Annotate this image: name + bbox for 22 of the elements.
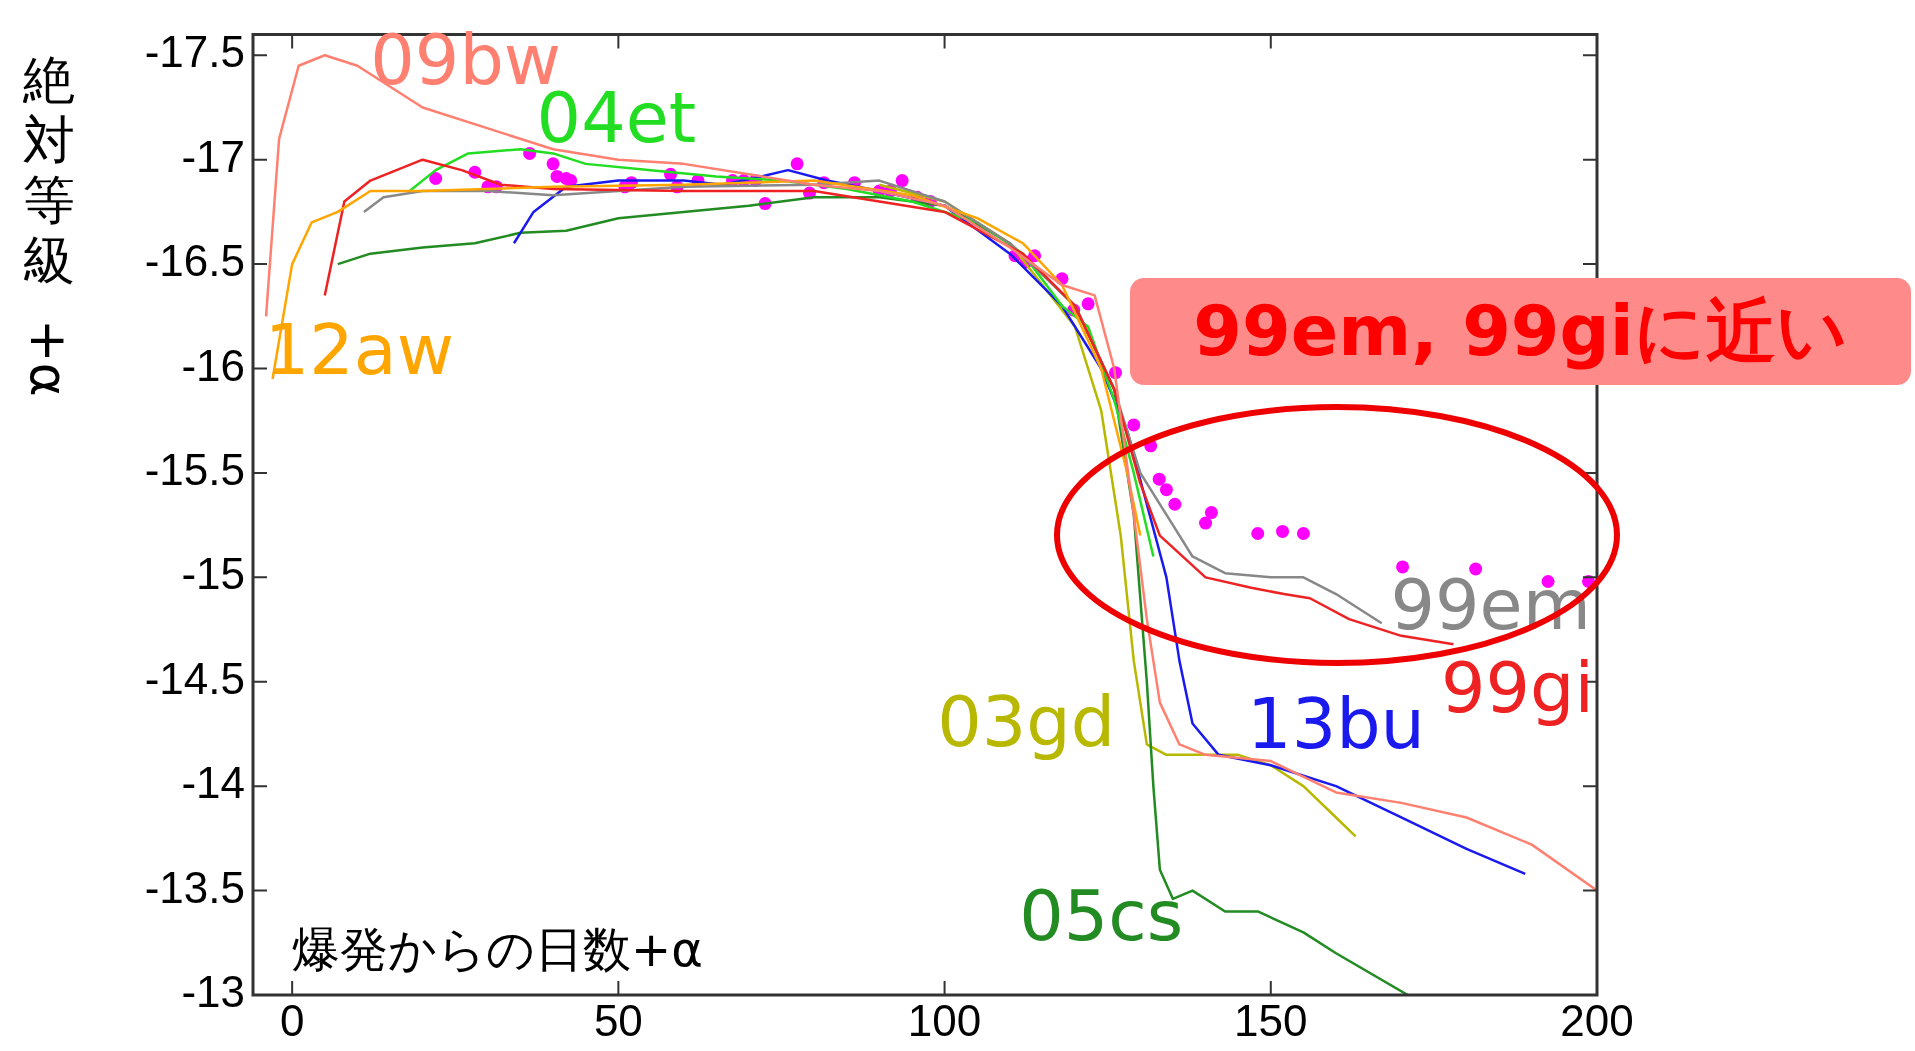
- series-label: 13bu: [1247, 682, 1425, 765]
- y-tick-label: -14.5: [144, 653, 245, 703]
- y-tick-label: -13.5: [144, 862, 245, 912]
- y-tick-label: -16.5: [144, 236, 245, 286]
- y-tick-label: -13: [181, 967, 245, 1017]
- y-tick-label: -15: [181, 549, 245, 599]
- x-tick-label: 0: [279, 995, 305, 1045]
- y-tick-label: -17.5: [144, 27, 245, 77]
- x-tick-label: 200: [1560, 995, 1634, 1045]
- series-label: 05cs: [1019, 875, 1184, 958]
- annotation: 99em, 99giに近い: [1130, 278, 1911, 385]
- y-tick-label: -16: [181, 340, 245, 390]
- x-axis-title: 爆発からの日数+α: [292, 920, 703, 979]
- y-tick-label: -15.5: [144, 445, 245, 495]
- y-axis-title: 絶対等級+α: [18, 50, 80, 397]
- x-tick-label: 50: [593, 995, 643, 1045]
- y-tick-label: -14: [181, 758, 245, 808]
- series-label: 99gi: [1440, 647, 1594, 730]
- series-label: 03gd: [937, 680, 1116, 763]
- y-tick-label: -17: [181, 131, 245, 181]
- x-tick-label: 100: [907, 995, 982, 1045]
- x-tick-label: 150: [1234, 995, 1308, 1045]
